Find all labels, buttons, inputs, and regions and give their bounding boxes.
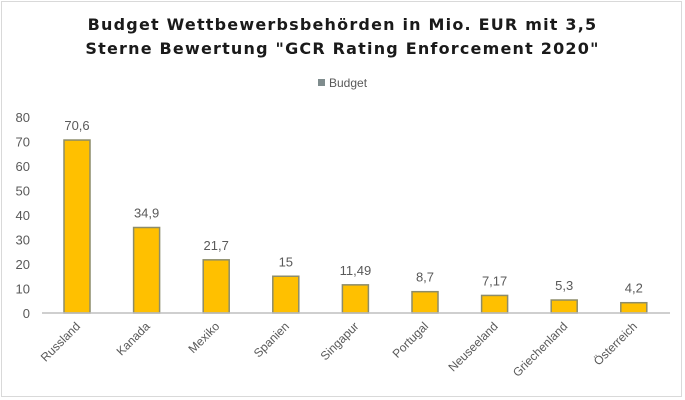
data-label: 70,6 xyxy=(64,118,89,133)
y-tick-label: 10 xyxy=(16,282,30,297)
data-label: 7,17 xyxy=(482,273,507,288)
data-label: 11,49 xyxy=(340,263,372,278)
bar-neuseeland xyxy=(480,294,509,314)
x-tick-label: Spanien xyxy=(251,319,292,360)
data-label: 5,3 xyxy=(555,278,573,293)
x-tick-label: Neuseeland xyxy=(446,319,501,374)
x-tick-label: Kanada xyxy=(114,319,153,358)
bar-kanada xyxy=(132,226,161,314)
x-tick-label: Mexiko xyxy=(186,319,223,356)
chart-title-line-2: Sterne Bewertung "GCR Rating Enforcement… xyxy=(85,39,600,58)
legend-label: Budget xyxy=(329,76,368,90)
y-tick-label: 50 xyxy=(16,184,30,199)
y-tick-label: 60 xyxy=(16,159,30,174)
bar-mexiko xyxy=(202,259,230,314)
data-label: 34,9 xyxy=(134,205,159,220)
bar-griechenland xyxy=(550,299,578,314)
bar-singapur xyxy=(341,284,370,314)
data-label: 8,7 xyxy=(416,270,434,285)
y-tick-label: 70 xyxy=(16,135,30,150)
x-tick-label: Österreich xyxy=(591,319,640,368)
chart-title-line-1: Budget Wettbewerbsbehörden in Mio. EUR m… xyxy=(87,15,598,34)
bar-portugal xyxy=(411,290,439,314)
x-tick-label: Russland xyxy=(38,319,83,364)
y-tick-label: 40 xyxy=(16,208,30,223)
data-label: 4,2 xyxy=(625,281,643,296)
y-tick-label: 30 xyxy=(16,233,30,248)
legend-swatch xyxy=(318,79,325,86)
y-tick-label: 20 xyxy=(16,257,30,272)
y-tick-label: 0 xyxy=(23,306,30,321)
bar-österreich xyxy=(620,301,648,314)
data-label: 21,7 xyxy=(204,238,229,253)
data-label: 15 xyxy=(279,254,293,269)
y-tick-label: 80 xyxy=(16,110,30,125)
bar-spanien xyxy=(272,275,300,314)
x-tick-label: Griechenland xyxy=(510,319,570,379)
bar-russland xyxy=(63,139,91,314)
x-tick-label: Singapur xyxy=(318,319,362,363)
x-tick-label: Portugal xyxy=(390,319,432,361)
